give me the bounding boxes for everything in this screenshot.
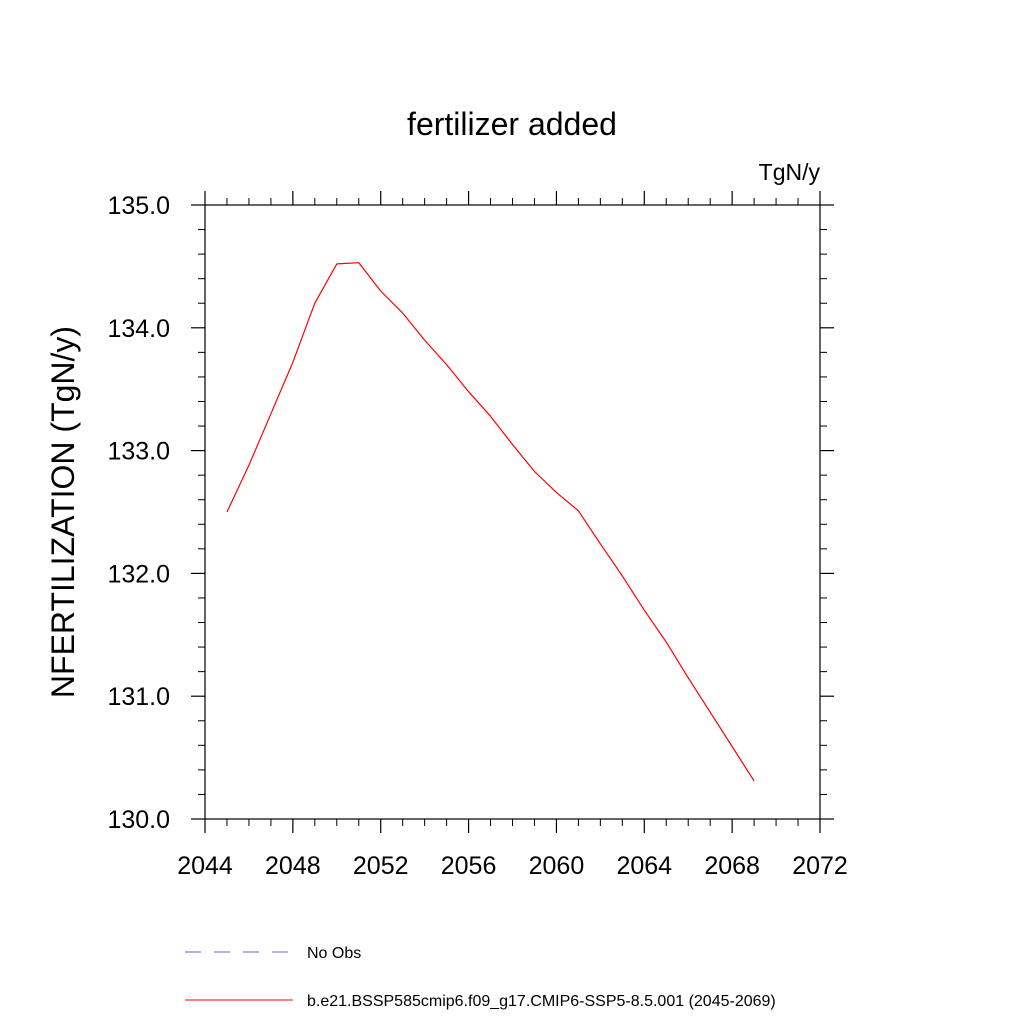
plot-frame — [204, 204, 821, 820]
y-tick-label: 133.0 — [107, 438, 170, 466]
series-line — [226, 262, 755, 782]
x-tick-label: 2068 — [704, 852, 760, 880]
x-tick-label: 2052 — [353, 852, 409, 880]
y-tick-label: 132.0 — [107, 560, 170, 588]
y-tick-labels: 130.0 131.0 132.0 133.0 134.0 135.0 — [107, 192, 170, 834]
y-tick-label: 134.0 — [107, 315, 170, 343]
x-tick-label: 2048 — [265, 852, 321, 880]
chart-title: fertilizer added — [407, 106, 617, 142]
series-layer — [226, 262, 755, 782]
legend: No Obs b.e21.BSSP585cmip6.f09_g17.CMIP6-S… — [185, 945, 776, 1010]
units-label: TgN/y — [759, 159, 821, 185]
y-tick-label: 131.0 — [107, 683, 170, 711]
x-tick-label: 2064 — [616, 852, 672, 880]
x-tick-label: 2060 — [529, 852, 585, 880]
major-ticks — [191, 191, 834, 833]
x-tick-label: 2044 — [177, 852, 233, 880]
y-tick-label: 130.0 — [107, 806, 170, 834]
legend-label: No Obs — [307, 945, 361, 962]
x-tick-labels: 2044 2048 2052 2056 2060 2064 2068 2072 — [177, 852, 848, 880]
y-axis-label: NFERTILIZATION (TgN/y) — [45, 326, 81, 698]
x-tick-label: 2072 — [792, 852, 848, 880]
y-tick-label: 135.0 — [107, 192, 170, 220]
x-tick-label: 2056 — [441, 852, 497, 880]
legend-label: b.e21.BSSP585cmip6.f09_g17.CMIP6-SSP5-8.… — [307, 993, 776, 1010]
minor-ticks — [198, 198, 827, 826]
